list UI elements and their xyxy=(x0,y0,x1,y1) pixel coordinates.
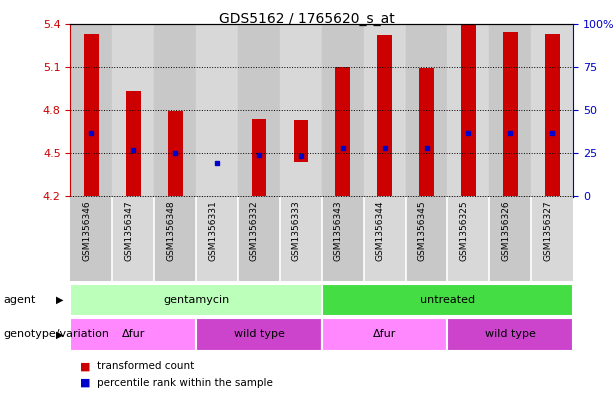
Text: ■: ■ xyxy=(80,361,90,371)
Text: GSM1356343: GSM1356343 xyxy=(333,201,343,261)
Bar xyxy=(294,120,308,162)
Bar xyxy=(280,24,322,196)
Bar xyxy=(489,24,531,196)
Bar xyxy=(112,196,154,281)
Bar xyxy=(447,318,573,351)
Text: GSM1356347: GSM1356347 xyxy=(124,201,134,261)
Text: Δfur: Δfur xyxy=(121,329,145,340)
Bar xyxy=(419,68,434,196)
Text: wild type: wild type xyxy=(234,329,284,340)
Text: Δfur: Δfur xyxy=(373,329,397,340)
Text: transformed count: transformed count xyxy=(97,361,194,371)
Text: genotype/variation: genotype/variation xyxy=(3,329,109,340)
Bar xyxy=(70,24,112,196)
Bar xyxy=(406,24,447,196)
Text: GSM1356325: GSM1356325 xyxy=(459,201,468,261)
Bar xyxy=(196,318,322,351)
Bar xyxy=(196,24,238,196)
Text: GSM1356327: GSM1356327 xyxy=(543,201,552,261)
Text: GSM1356346: GSM1356346 xyxy=(82,201,91,261)
Text: ▶: ▶ xyxy=(56,329,64,340)
Bar xyxy=(168,112,183,196)
Text: GSM1356332: GSM1356332 xyxy=(250,201,259,261)
Bar xyxy=(112,24,154,196)
Bar xyxy=(503,32,517,196)
Bar xyxy=(322,318,447,351)
Bar xyxy=(531,196,573,281)
Text: ▶: ▶ xyxy=(56,295,64,305)
Bar xyxy=(238,196,280,281)
Text: GSM1356345: GSM1356345 xyxy=(417,201,427,261)
Text: untreated: untreated xyxy=(420,295,475,305)
Bar xyxy=(196,196,238,281)
Text: GSM1356326: GSM1356326 xyxy=(501,201,510,261)
Bar xyxy=(154,24,196,196)
Bar xyxy=(70,284,322,316)
Bar xyxy=(126,91,140,196)
Bar xyxy=(489,196,531,281)
Bar xyxy=(447,196,489,281)
Bar xyxy=(238,24,280,196)
Bar xyxy=(280,196,322,281)
Text: GSM1356348: GSM1356348 xyxy=(166,201,175,261)
Bar xyxy=(531,24,573,196)
Bar xyxy=(70,196,112,281)
Text: GSM1356344: GSM1356344 xyxy=(376,201,385,261)
Text: wild type: wild type xyxy=(485,329,536,340)
Bar xyxy=(378,35,392,197)
Bar xyxy=(154,196,196,281)
Text: GSM1356331: GSM1356331 xyxy=(208,201,217,261)
Bar xyxy=(322,24,364,196)
Text: agent: agent xyxy=(3,295,36,305)
Bar xyxy=(447,24,489,196)
Bar xyxy=(84,34,99,197)
Text: GDS5162 / 1765620_s_at: GDS5162 / 1765620_s_at xyxy=(219,12,394,26)
Bar xyxy=(545,34,560,197)
Bar xyxy=(364,24,406,196)
Bar xyxy=(461,25,476,196)
Bar xyxy=(335,67,350,196)
Text: gentamycin: gentamycin xyxy=(163,295,229,305)
Bar xyxy=(252,119,266,196)
Bar xyxy=(364,196,406,281)
Bar xyxy=(406,196,447,281)
Text: GSM1356333: GSM1356333 xyxy=(292,201,301,261)
Text: ■: ■ xyxy=(80,378,90,388)
Bar xyxy=(322,284,573,316)
Bar xyxy=(322,196,364,281)
Bar xyxy=(70,318,196,351)
Text: percentile rank within the sample: percentile rank within the sample xyxy=(97,378,273,388)
